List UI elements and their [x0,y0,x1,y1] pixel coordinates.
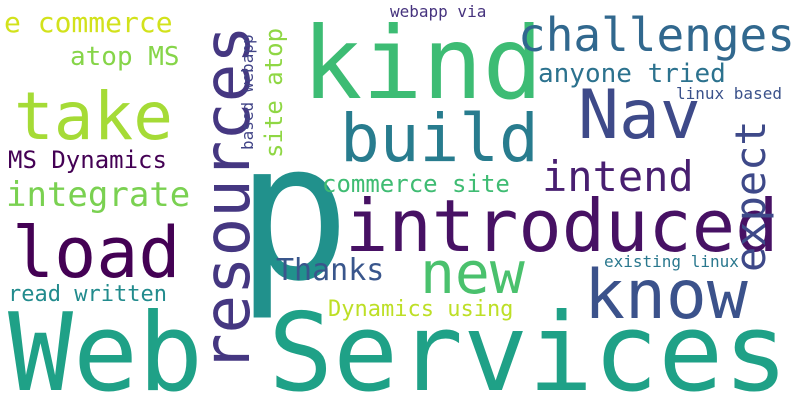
word-web-services: Web Services [8,291,789,400]
word-nav: Nav [578,76,701,155]
word-kind: kind [302,5,543,122]
word-introduced: introduced [345,184,779,268]
word-linux-based: linux based [676,84,782,103]
word-commerce-site: commerce site [322,170,510,198]
word-site-atop: site atop [260,27,288,158]
word-thanks: Thanks [276,253,385,288]
word-build: build [340,100,539,177]
word-intend: intend [542,152,694,201]
word-p: p [236,102,351,323]
word-dynamics-using: Dynamics using [328,297,514,322]
word-integrate: integrate [6,175,191,215]
word-atop-ms: atop MS [70,42,180,72]
word-challenges: challenges [518,8,795,62]
word-ms-dynamics: MS Dynamics [8,146,167,174]
word-take: take [14,78,173,155]
word-e-commerce: e commerce [4,6,173,39]
word-know: know [584,256,748,335]
word-expect: expect [726,120,775,272]
word-load: load [12,212,181,294]
word-anyone-tried: anyone tried [538,59,726,89]
word-webapp-via: webapp via [390,2,487,21]
word-based-webapp: based webapp [238,34,257,150]
word-new: new [420,239,525,307]
word-existing-linux: existing linux [604,252,739,271]
word-read-written: read written [8,282,167,307]
